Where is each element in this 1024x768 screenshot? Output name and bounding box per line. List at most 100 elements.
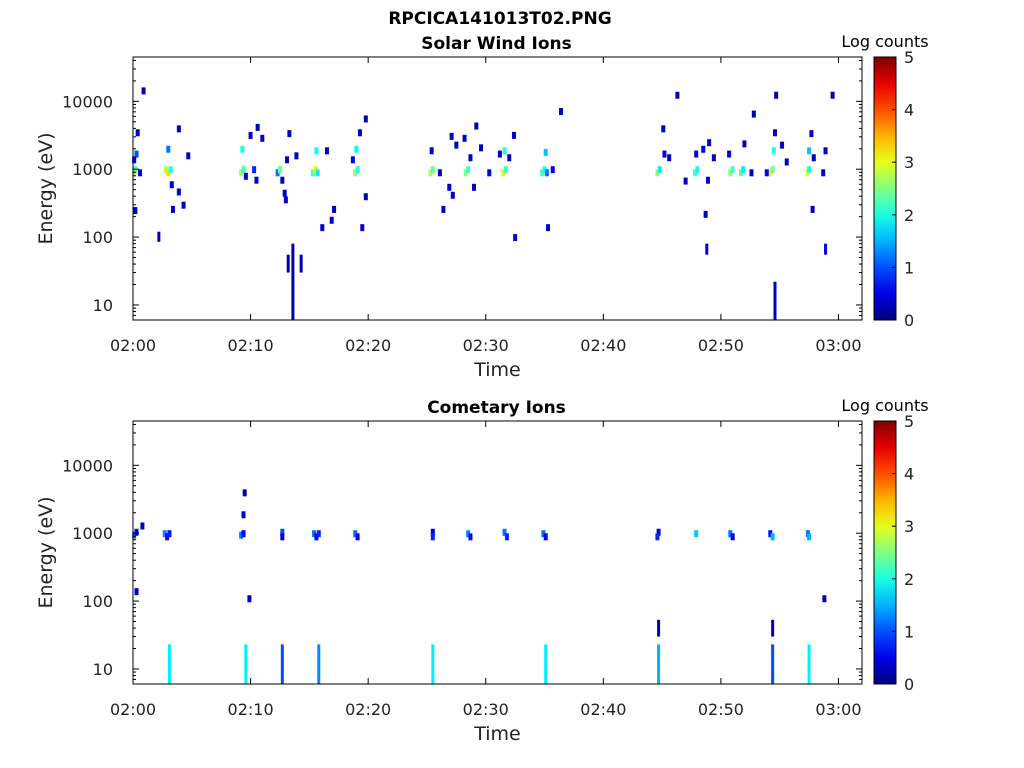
data-point [320, 224, 325, 232]
data-point [466, 166, 471, 174]
data-point [738, 169, 743, 177]
colorbar-tick-label: 2 [904, 206, 914, 225]
x-tick-label: 02:50 [698, 336, 744, 355]
data-point [546, 224, 551, 232]
data-point [437, 169, 442, 177]
data-point [430, 166, 435, 174]
data-point [730, 166, 735, 174]
data-point [162, 530, 167, 538]
data-point [830, 91, 835, 99]
data-point [502, 147, 507, 155]
colorbar-tick-label: 1 [904, 622, 914, 641]
y-tick-label: 100 [82, 592, 113, 611]
data-point [749, 169, 754, 177]
data-point [169, 181, 174, 189]
data-streak [317, 644, 321, 684]
x-tick-label: 02:20 [345, 336, 391, 355]
data-point [239, 531, 244, 539]
x-tick-label: 02:00 [110, 700, 156, 719]
data-point [809, 130, 814, 138]
data-point [280, 176, 285, 184]
data-point [822, 595, 827, 603]
data-streak [657, 644, 661, 684]
data-streak [157, 231, 161, 242]
colorbar-tick-label: 3 [904, 517, 914, 536]
data-point [661, 125, 666, 133]
data-point [134, 528, 139, 536]
y-tick-label: 1000 [72, 160, 113, 179]
data-point [544, 169, 549, 177]
data-point [255, 123, 260, 131]
data-point [239, 169, 244, 177]
data-point [502, 528, 507, 536]
data-streak [299, 254, 303, 273]
data-point [283, 196, 288, 204]
y-tick-label: 1000 [72, 524, 113, 543]
data-point [357, 129, 362, 137]
x-axis-label: Time [473, 359, 521, 381]
colorbar-tick-label: 0 [904, 311, 914, 330]
data-point [248, 131, 253, 139]
x-tick-label: 02:30 [463, 700, 509, 719]
data-point [353, 530, 358, 538]
data-point [463, 169, 468, 177]
data-point [170, 205, 175, 213]
x-tick-label: 02:30 [463, 336, 509, 355]
data-point [683, 177, 688, 185]
data-point [242, 489, 247, 497]
data-point [316, 530, 321, 538]
data-point [772, 129, 777, 137]
data-point [768, 169, 773, 177]
data-point [742, 140, 747, 148]
data-point [294, 152, 299, 160]
colorbar-tick-label: 2 [904, 570, 914, 589]
data-point [468, 533, 473, 541]
data-point [254, 176, 259, 184]
data-point [513, 234, 518, 242]
data-point [479, 144, 484, 152]
data-point [727, 150, 732, 158]
data-point [329, 216, 334, 224]
plot-frame [132, 420, 863, 685]
data-point [176, 125, 181, 133]
data-point [656, 528, 661, 536]
data-point [468, 154, 473, 162]
data-point [703, 210, 708, 218]
x-tick-label: 02:10 [228, 700, 274, 719]
data-streak [244, 644, 248, 684]
data-point [135, 129, 140, 137]
data-point [695, 166, 700, 174]
data-point [662, 150, 667, 158]
data-point [163, 166, 168, 174]
data-point [132, 156, 137, 164]
data-point [447, 183, 452, 191]
data-point [363, 193, 368, 201]
data-point [730, 533, 735, 541]
data-point [275, 169, 280, 177]
data-point [811, 154, 816, 162]
data-point [315, 169, 320, 177]
data-point [168, 166, 173, 174]
data-point [449, 132, 454, 140]
data-point [466, 530, 471, 538]
data-point [166, 169, 171, 177]
data-point [241, 530, 246, 538]
data-point [314, 533, 319, 541]
y-tick-label: 10000 [62, 456, 113, 475]
data-streak [167, 644, 171, 684]
data-point [133, 207, 138, 215]
data-point [252, 166, 257, 174]
data-point [277, 166, 282, 174]
data-point [312, 530, 317, 538]
data-point [503, 166, 508, 174]
y-axis-label: Energy (eV) [35, 132, 57, 244]
data-point [741, 166, 746, 174]
x-tick-label: 02:20 [345, 700, 391, 719]
data-point [780, 141, 785, 149]
data-point [693, 169, 698, 177]
data-point [450, 191, 455, 199]
data-point [350, 156, 355, 164]
y-tick-label: 10000 [62, 92, 113, 111]
data-point [705, 176, 710, 184]
